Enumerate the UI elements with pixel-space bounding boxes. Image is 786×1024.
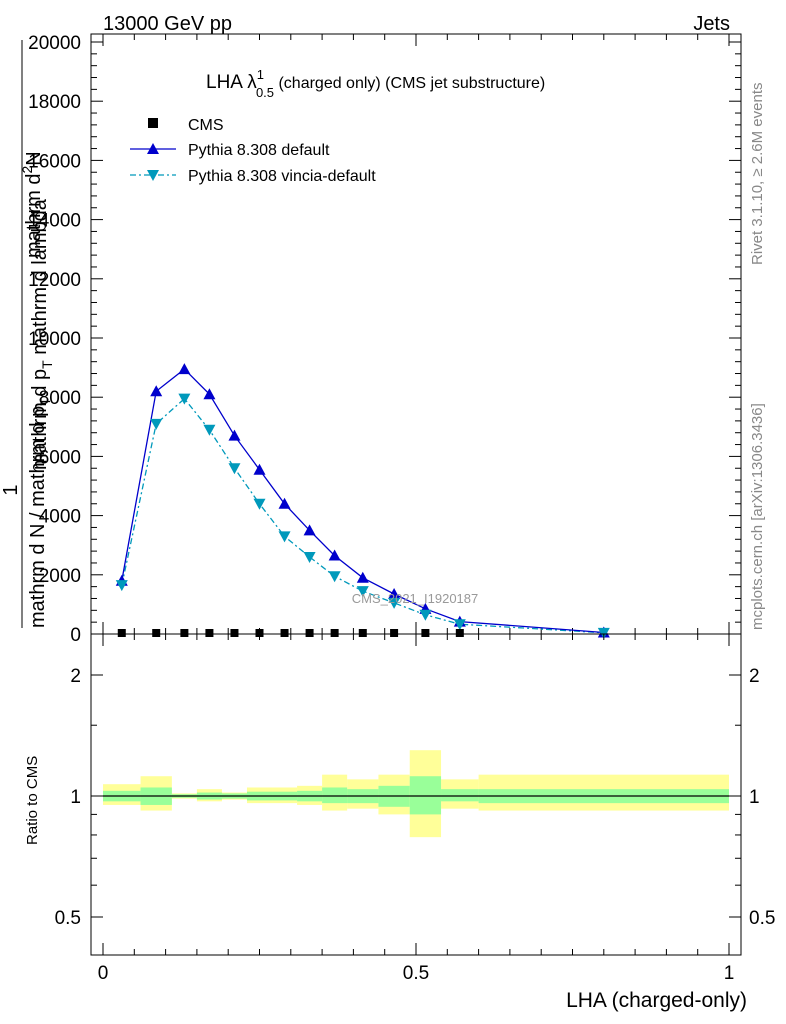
series-cms-point <box>330 629 339 637</box>
mcplots-label: mcplots.cern.ch [arXiv:1306.3436] <box>749 403 766 630</box>
series-default-point <box>356 571 369 583</box>
legend-default-marker <box>147 143 159 154</box>
ylabel-numerator: mathrm d2N <box>19 151 45 258</box>
main-ytick-label: 10000 <box>28 329 81 350</box>
main-ytick-label: 14000 <box>28 211 81 232</box>
legend-vincia-label: Pythia 8.308 vincia-default <box>188 168 376 185</box>
series-cms-point <box>180 629 189 637</box>
title-sup: 1 <box>257 67 264 82</box>
series-vincia-point <box>203 424 216 436</box>
series-vincia-point <box>597 627 610 639</box>
ratio-band-inner <box>322 787 348 804</box>
series-cms-point <box>280 629 289 637</box>
ratio-ytick-label: 0.5 <box>55 908 81 929</box>
svg-text:LHA λ10.5 (charged only) (CMS: LHA λ1 0.5 (charged only) (CMS jet substr… <box>206 67 545 100</box>
ratio-xtick-label: 1 <box>724 963 735 984</box>
series-default-point <box>388 588 401 600</box>
series-vincia-point <box>150 418 163 430</box>
main-ytick-label: 18000 <box>28 92 81 113</box>
main-ytick-label: 8000 <box>39 388 81 409</box>
ratio-ytick-label: 1 <box>70 787 81 808</box>
ratio-plot-area: 0.5 0.5 1 1 2 2 0 0.5 1 <box>55 633 775 984</box>
rivet-label: Rivet 3.1.10, ≥ 2.6M events <box>749 83 766 266</box>
title-rest: (charged only) (CMS jet substructure) <box>274 75 545 92</box>
series-cms-point <box>421 629 430 637</box>
series-default-point <box>178 363 191 375</box>
main-ytick-label: 16000 <box>28 151 81 172</box>
ratio-ytick-label-right: 2 <box>749 666 760 687</box>
series-cms-point <box>305 629 314 637</box>
legend-default-label: Pythia 8.308 default <box>188 142 330 159</box>
series-default-point <box>328 549 341 561</box>
series-cms-point <box>205 629 214 637</box>
main-ytick-label: 2000 <box>39 566 81 587</box>
series-cms-point <box>390 629 399 637</box>
series-cms-point <box>455 629 464 637</box>
series-vincia-point <box>115 580 128 592</box>
series-vincia-point <box>356 586 369 598</box>
series-default-point <box>228 429 241 441</box>
series-default-point <box>150 385 163 397</box>
series-default-point <box>278 497 291 509</box>
ratio-xtick-label: 0.5 <box>403 963 429 984</box>
series-vincia-point <box>419 609 432 621</box>
series-cms-point <box>358 629 367 637</box>
series-default-point <box>203 388 216 400</box>
main-plot-area: 0 2000 4000 6000 8000 10000 12000 14000 16000 180… <box>28 33 742 646</box>
ratio-xtick-label: 0 <box>98 963 109 984</box>
ylabel-one: 1 <box>0 484 22 495</box>
series-cms-point <box>255 629 264 637</box>
main-ytick-label: 12000 <box>28 270 81 291</box>
main-ytick-label: 20000 <box>28 33 81 54</box>
ratio-band-inner <box>441 789 479 802</box>
main-ytick-label: 6000 <box>39 447 81 468</box>
legend-cms-label: CMS <box>188 117 224 134</box>
ratio-ytick-label-right: 1 <box>749 787 760 808</box>
plot-title: LHA λ1 0.5 (charged only) (CMS jet substr… <box>206 67 545 100</box>
header-right: Jets <box>693 13 730 35</box>
series-default-point <box>303 524 316 536</box>
series-default-point <box>253 463 266 475</box>
series-vincia-point <box>328 571 341 583</box>
series-vincia-point <box>453 619 466 631</box>
main-ytick-label: 4000 <box>39 507 81 528</box>
legend-vincia-marker <box>147 170 159 181</box>
legend-cms-marker <box>148 118 158 128</box>
series-vincia-point <box>278 531 291 543</box>
ratio-ytick-label: 2 <box>70 666 81 687</box>
series-vincia-point <box>388 597 401 609</box>
ratio-band-inner <box>409 776 442 815</box>
ylabel-denominator: mathrm d N / mathrm d pT <box>27 397 53 628</box>
watermark: CMS_2021_I1920187 <box>352 591 479 606</box>
series-cms-point <box>230 629 239 637</box>
title-main: LHA λ <box>206 72 257 93</box>
series-vincia-point <box>253 498 266 510</box>
x-axis-label: LHA (charged-only) <box>566 989 747 1012</box>
ratio-ytick-label-right: 0.5 <box>749 908 775 929</box>
series-vincia-point <box>228 463 241 475</box>
ylabel-denominator-2: mathrm d pT mathrm d lambda <box>29 198 55 470</box>
ratio-y-label: Ratio to CMS <box>24 756 41 845</box>
series-cms-point <box>117 629 126 637</box>
main-ytick-label: 0 <box>70 625 81 646</box>
y-axis-label: 1 mathrm d N / mathrm d pT mathrm d2N ma… <box>0 40 55 628</box>
legend: CMS Pythia 8.308 default Pythia 8.308 vi… <box>130 117 376 185</box>
title-sub: 0.5 <box>256 85 274 100</box>
series-vincia-point <box>303 552 316 564</box>
series-vincia-point <box>178 393 191 405</box>
header-left: 13000 GeV pp <box>103 13 232 35</box>
series-cms-point <box>152 629 161 637</box>
